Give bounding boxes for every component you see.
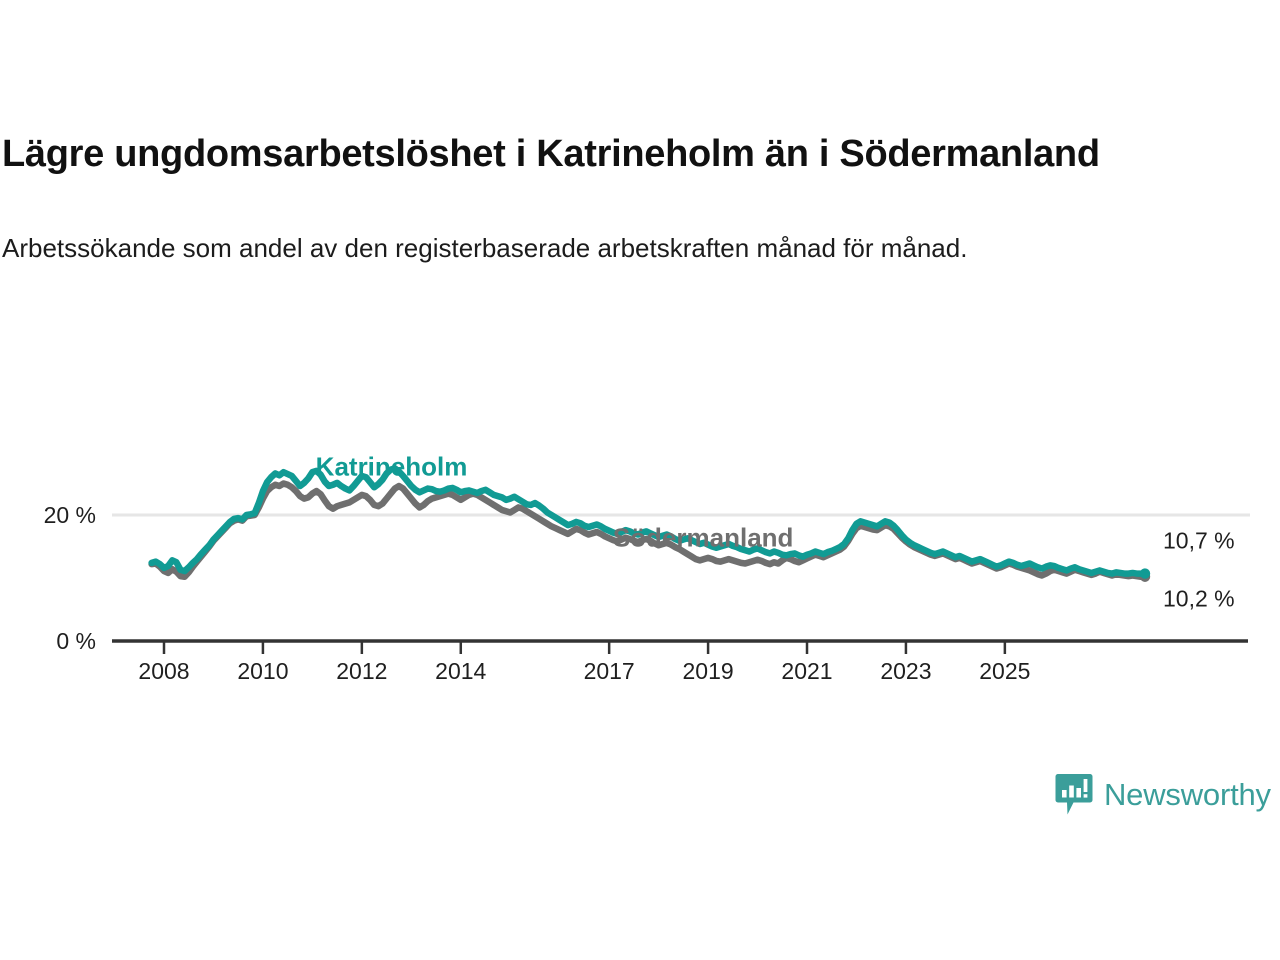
x-tick-label: 2017 [584, 658, 635, 684]
chart-svg: 2008 2010 2012 2014 2017 2019 2021 2023 2025 0 % 2… [44, 451, 1250, 684]
chart-labels: 2008 2010 2012 2014 2017 2019 2021 2023 2025 0 % 2… [44, 451, 1235, 684]
x-tick-label: 2014 [435, 658, 486, 684]
chart-subtitle: Arbetssökande som andel av den registerb… [2, 233, 968, 264]
x-tick-label: 2012 [336, 658, 387, 684]
y-tick-label: 0 % [56, 628, 96, 654]
end-value-sodermanland: 10,2 % [1163, 586, 1235, 612]
logo-wordmark: Newsworthy [1104, 777, 1271, 812]
y-tick-label: 20 % [44, 502, 96, 528]
series-label-katrineholm: Katrineholm [316, 451, 468, 481]
series-endpoint-katrineholm [1139, 568, 1151, 579]
line-chart: 2008 2010 2012 2014 2017 2019 2021 2023 2025 0 % 2… [0, 430, 1280, 710]
axes [112, 639, 1248, 654]
series-label-södermanland: Södermanland [613, 523, 794, 553]
x-tick-label: 2025 [979, 658, 1030, 684]
x-tick-label: 2010 [237, 658, 288, 684]
x-tick-label: 2008 [138, 658, 189, 684]
x-tick-label: 2023 [880, 658, 931, 684]
newsworthy-logo: Newsworthy [1055, 765, 1280, 825]
bar-chart-speech-bubble-icon [1055, 774, 1093, 815]
x-tick-label: 2021 [781, 658, 832, 684]
series-lines [148, 465, 1151, 582]
end-value-katrineholm: 10,7 % [1163, 528, 1235, 554]
x-tick-label: 2019 [682, 658, 733, 684]
page-title: Lägre ungdomsarbetslöshet i Katrineholm … [2, 133, 1100, 175]
series-line-katrineholm [148, 465, 1149, 577]
chart-header: Lägre ungdomsarbetslöshet i Katrineholm … [0, 132, 1242, 265]
